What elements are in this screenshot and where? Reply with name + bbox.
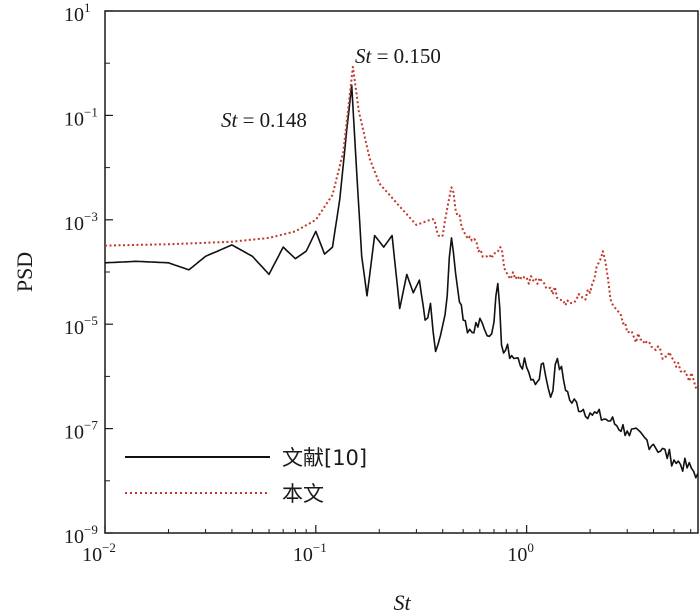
tick-labels: 10−2 10−1 100 101 10−1 10−3 10−5 10−7 10−9 — [64, 0, 534, 566]
y-axis-label: PSD — [12, 252, 37, 292]
legend-label-series-2: 本文 — [282, 482, 324, 506]
y-tick-label-4: 10−7 — [64, 418, 98, 444]
series-line-1 — [104, 84, 699, 479]
annotations: St = 0.150 St = 0.148 — [221, 44, 441, 132]
x-tick-label-2: 100 — [507, 540, 534, 566]
legend-label-series-1: 文献[10] — [282, 446, 367, 470]
series-lines — [104, 65, 699, 479]
x-tick-label-1: 10−1 — [293, 540, 327, 566]
y-tick-label-5: 10−9 — [64, 522, 98, 548]
annotation-0: St = 0.150 — [355, 44, 441, 68]
y-tick-label-3: 10−5 — [64, 313, 98, 339]
x-axis-label: St — [393, 590, 411, 615]
annotation-1: St = 0.148 — [221, 108, 307, 132]
series-line-2 — [105, 65, 699, 389]
plot-frame — [104, 10, 699, 534]
x-tick-label-0: 10−2 — [82, 540, 116, 566]
y-tick-label-2: 10−3 — [64, 209, 98, 235]
legend: 文献[10] 本文 — [125, 446, 367, 506]
axis-ticks — [104, 10, 692, 534]
y-tick-label-0: 101 — [64, 0, 91, 26]
y-tick-label-1: 10−1 — [64, 104, 98, 130]
